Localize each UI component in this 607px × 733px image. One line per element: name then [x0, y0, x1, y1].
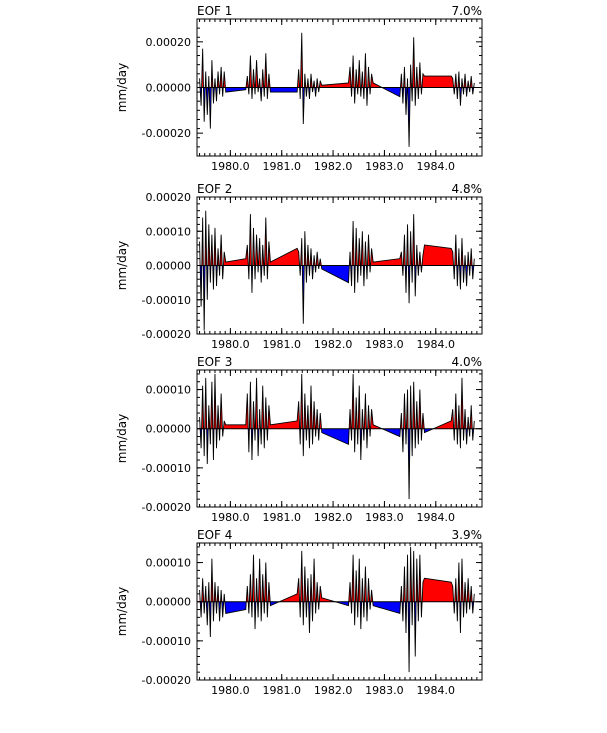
positive-area-1: [199, 32, 475, 88]
plot-area-1: [197, 32, 482, 147]
ytick-label-2-2: 0.00000: [146, 260, 192, 273]
negative-area-3: [200, 428, 474, 500]
eof-panel-4: -0.00020 -0.00010 0.00000 0.00010 1980.0 1981…: [115, 528, 483, 697]
ytick-label-2-0: -0.00020: [142, 328, 191, 341]
xtick-label-4-1: 1981.0: [262, 684, 301, 697]
ytick-label-1-2: 0.00020: [146, 36, 192, 49]
xtick-label-2-3: 1983.0: [365, 338, 404, 351]
xtick-label-4-0: 1980.0: [211, 684, 250, 697]
xtick-label-3-0: 1980.0: [211, 511, 250, 524]
negative-area-4: [200, 601, 474, 673]
series-line-3: [199, 373, 475, 500]
panel-percent-1: 7.0%: [452, 4, 483, 18]
xtick-label-2-2: 1982.0: [314, 338, 353, 351]
eof-panel-3: -0.00020 -0.00010 0.00000 0.00010 1980.0 1981…: [115, 355, 483, 524]
ytick-label-4-2: 0.00000: [146, 596, 192, 609]
xtick-label-3-1: 1981.0: [262, 511, 301, 524]
panel-percent-4: 3.9%: [452, 528, 483, 542]
xtick-label-2-1: 1981.0: [262, 338, 301, 351]
ylabel-2: mm/day: [115, 241, 129, 291]
panel-title-2: EOF 2: [197, 182, 232, 196]
positive-area-2: [199, 210, 475, 266]
ytick-label-2-3: 0.00010: [146, 225, 192, 238]
ytick-label-1-1: 0.00000: [146, 82, 192, 95]
plot-area-3: [197, 373, 482, 500]
xtick-label-3-4: 1984.0: [417, 511, 456, 524]
xtick-label-2-4: 1984.0: [417, 338, 456, 351]
ytick-label-3-1: -0.00010: [142, 462, 191, 475]
series-line-2: [199, 210, 475, 331]
panel-frame-4: [196, 542, 483, 681]
xtick-label-1-4: 1984.0: [417, 160, 456, 173]
xtick-label-1-2: 1982.0: [314, 160, 353, 173]
panel-title-1: EOF 1: [197, 4, 232, 18]
negative-area-2: [199, 265, 475, 331]
eof-panel-2: -0.00020 -0.00010 0.00000 0.00010 0.00020 198…: [115, 182, 483, 351]
panel-title-4: EOF 4: [197, 528, 232, 542]
positive-area-4: [199, 546, 475, 602]
panel-frame-3: [196, 369, 483, 508]
xtick-label-1-0: 1980.0: [211, 160, 250, 173]
ytick-label-2-4: 0.00020: [146, 191, 192, 204]
xtick-label-4-2: 1982.0: [314, 684, 353, 697]
xtick-label-3-3: 1983.0: [365, 511, 404, 524]
plot-area-2: [197, 210, 482, 331]
xtick-label-2-0: 1980.0: [211, 338, 250, 351]
xtick-label-3-2: 1982.0: [314, 511, 353, 524]
ytick-label-3-0: -0.00020: [142, 501, 191, 514]
ytick-label-1-0: -0.00020: [142, 127, 191, 140]
negative-area-1: [199, 87, 475, 147]
ytick-label-4-3: 0.00010: [146, 557, 192, 570]
ylabel-3: mm/day: [115, 414, 129, 464]
series-line-1: [199, 32, 475, 147]
xtick-label-1-3: 1983.0: [365, 160, 404, 173]
series-line-4: [199, 546, 475, 673]
eof-panel-1: -0.00020 0.00000 0.00020 1980.0 1981.0 1982.0…: [115, 4, 483, 173]
ytick-label-4-0: -0.00020: [142, 674, 191, 687]
ytick-label-2-1: -0.00010: [142, 294, 191, 307]
panel-percent-2: 4.8%: [452, 182, 483, 196]
panel-percent-3: 4.0%: [452, 355, 483, 369]
panel-title-3: EOF 3: [197, 355, 232, 369]
plot-area-4: [197, 546, 482, 673]
ytick-label-3-2: 0.00000: [146, 423, 192, 436]
ytick-label-4-1: -0.00010: [142, 635, 191, 648]
xtick-label-4-4: 1984.0: [417, 684, 456, 697]
xtick-label-1-1: 1981.0: [262, 160, 301, 173]
ytick-label-3-3: 0.00010: [146, 384, 192, 397]
xtick-label-4-3: 1983.0: [365, 684, 404, 697]
ylabel-4: mm/day: [115, 587, 129, 637]
ylabel-1: mm/day: [115, 63, 129, 113]
